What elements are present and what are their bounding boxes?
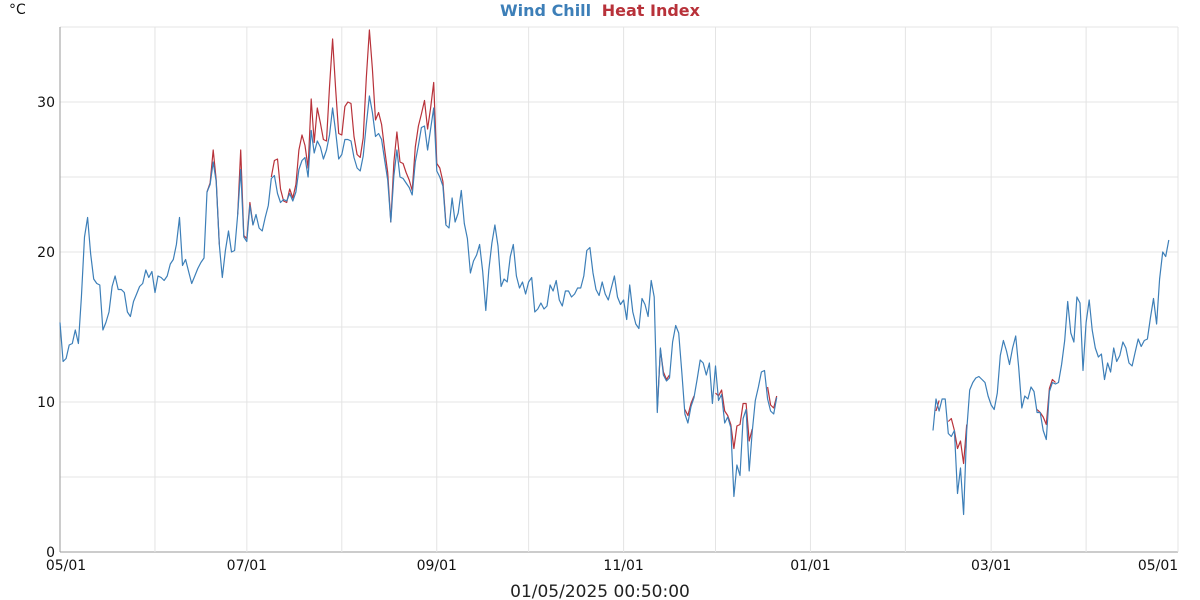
series-line-segment [715,389,753,450]
x-tick-label: 05/01 [1138,558,1178,574]
y-axis-unit: °C [9,2,26,18]
series-line-segment [237,149,254,240]
series-line-segment [270,29,447,224]
y-tick-label: 30 [37,95,55,111]
y-tick-label: 10 [37,395,55,411]
x-tick-label: 01/01 [790,558,830,574]
x-tick-label: 03/01 [971,558,1011,574]
series-wind-chill [59,95,1170,516]
series-lines [59,29,1170,516]
x-tick-label: 05/01 [46,558,86,574]
series-heat-index [206,29,1056,465]
series-line-segment [684,395,695,417]
title-wind-chill: Wind Chill [500,1,591,20]
y-axis-ticks: 0 10 20 30 [37,95,55,561]
y-tick-label: 20 [37,245,55,261]
x-axis-ticks: 05/01 07/01 09/01 11/01 01/01 03/01 05/01 [46,558,1178,574]
title-heat-index: Heat Index [602,1,701,20]
x-tick-label: 07/01 [227,558,267,574]
y-tick-label: 0 [46,545,55,561]
grid-lines [59,26,1179,553]
series-line-segment [932,239,1170,516]
x-axis-label: 01/05/2025 00:50:00 [510,582,690,600]
series-line-segment [59,95,778,498]
series-line-segment [767,386,778,409]
x-tick-label: 09/01 [417,558,457,574]
series-line-segment [947,417,968,465]
chart-title: Wind Chill Heat Index [500,1,701,20]
x-tick-label: 11/01 [603,558,643,574]
